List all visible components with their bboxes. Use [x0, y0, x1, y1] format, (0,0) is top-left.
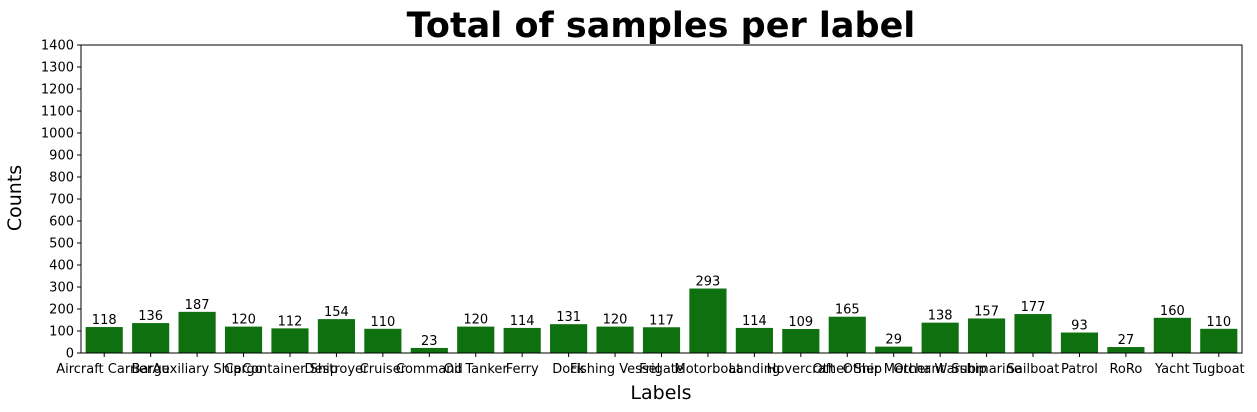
bar: [689, 288, 727, 353]
data-label: 114: [742, 314, 767, 329]
x-tick-label: Auxiliary Ship: [153, 362, 242, 377]
x-tick-label: Cruiser: [360, 362, 407, 377]
bar: [1153, 317, 1191, 353]
data-label: 177: [1021, 300, 1046, 315]
x-axis-label: Labels: [630, 382, 691, 404]
y-tick-label: 0: [66, 347, 74, 362]
x-tick-label: Command: [396, 362, 463, 377]
x-tick-label: Dock: [552, 362, 585, 377]
bar: [85, 327, 123, 353]
x-tick-label: Landing: [728, 362, 780, 377]
data-label: 120: [231, 313, 256, 328]
x-tick-label: Other Merchant: [843, 362, 945, 377]
bar: [1060, 332, 1099, 353]
bar: [178, 311, 216, 353]
data-label: 110: [1206, 315, 1231, 330]
data-label: 117: [649, 313, 674, 328]
x-tick-label: Tugboat: [1192, 362, 1245, 377]
x-tick-label: Container Ship: [242, 362, 338, 377]
y-tick-label: 600: [49, 215, 74, 230]
y-tick-label: 400: [49, 259, 74, 274]
x-tick-label: Oil Tanker: [444, 362, 509, 377]
bar: [642, 327, 681, 353]
data-label: 118: [92, 313, 117, 328]
data-label: 114: [510, 314, 535, 329]
bar: [271, 328, 309, 353]
y-axis: 0 100 200 300 400 500 600 700 800 900 1000 1100 1200…: [41, 39, 81, 362]
x-tick-label: Sailboat: [1007, 362, 1060, 377]
x-tick-label: Aircraft Carrier: [56, 362, 153, 377]
y-tick-label: 1200: [41, 83, 74, 98]
data-label: 187: [185, 298, 210, 313]
data-label: 120: [603, 313, 628, 328]
x-tick-label: Fishing Vessel: [570, 362, 660, 377]
y-axis-label: Counts: [4, 165, 26, 231]
bar: [735, 327, 773, 353]
plot-frame: [80, 44, 1243, 354]
bar: [410, 347, 448, 353]
data-label: 293: [696, 275, 721, 290]
x-tick-label: Other Ship: [813, 362, 882, 377]
y-tick-label: 1400: [41, 39, 74, 54]
data-label: 109: [788, 315, 813, 330]
bar: [968, 318, 1006, 353]
x-tick-label: Yacht: [1154, 362, 1190, 377]
y-tick-label: 1000: [41, 127, 74, 142]
data-label: 157: [974, 304, 999, 319]
x-tick-label: Motorboat: [675, 362, 742, 377]
data-label: 23: [421, 334, 438, 349]
x-tick-label: Submarine: [951, 362, 1022, 377]
data-label: 29: [885, 333, 902, 348]
y-tick-label: 300: [49, 281, 74, 296]
x-tick-label: Other Warship: [894, 362, 987, 377]
bar: [317, 319, 355, 353]
x-tick-label: Cargo: [224, 362, 262, 377]
data-label: 93: [1071, 319, 1088, 334]
y-tick-label: 1100: [41, 105, 74, 120]
bar: [457, 326, 495, 353]
bar: [1014, 314, 1052, 353]
y-tick-label: 200: [49, 303, 74, 318]
y-tick-label: 100: [49, 325, 74, 340]
bar: [132, 323, 170, 353]
bar: [596, 326, 634, 353]
x-tick-label: Destroyer: [304, 362, 369, 377]
data-label: 110: [370, 315, 395, 330]
bar: [1107, 347, 1145, 353]
data-label: 136: [138, 309, 163, 324]
bar: [364, 328, 402, 353]
bar: [550, 324, 588, 353]
data-label: 131: [556, 310, 581, 325]
data-label: 112: [278, 314, 303, 329]
data-label: 120: [463, 313, 488, 328]
data-label: 165: [835, 303, 860, 318]
chart-title: Total of samples per label: [407, 6, 916, 46]
bar: [828, 316, 866, 353]
x-tick-label: Barge: [132, 362, 170, 377]
bars: 118 136 187 120 112 154 110 23 120 114 131 120 117 29…: [85, 275, 1238, 353]
data-label: 160: [1160, 304, 1185, 319]
y-tick-label: 500: [49, 237, 74, 252]
y-tick-label: 800: [49, 171, 74, 186]
y-tick-label: 1300: [41, 61, 74, 76]
bar: [1200, 328, 1238, 353]
data-label: 154: [324, 305, 349, 320]
x-tick-label: Hovercraft: [767, 362, 835, 377]
data-label: 27: [1118, 333, 1135, 348]
data-label: 138: [928, 309, 953, 324]
y-tick-label: 700: [49, 193, 74, 208]
x-tick-label: Frigate: [639, 362, 684, 377]
x-tick-label: Ferry: [506, 362, 539, 377]
y-tick-label: 900: [49, 149, 74, 164]
bar: [921, 322, 959, 353]
bar: [503, 327, 541, 353]
bar: [782, 329, 820, 353]
bar: [875, 346, 913, 353]
x-tick-label: Patrol: [1061, 362, 1098, 377]
x-tick-label: RoRo: [1109, 362, 1142, 377]
bar: [224, 326, 263, 353]
